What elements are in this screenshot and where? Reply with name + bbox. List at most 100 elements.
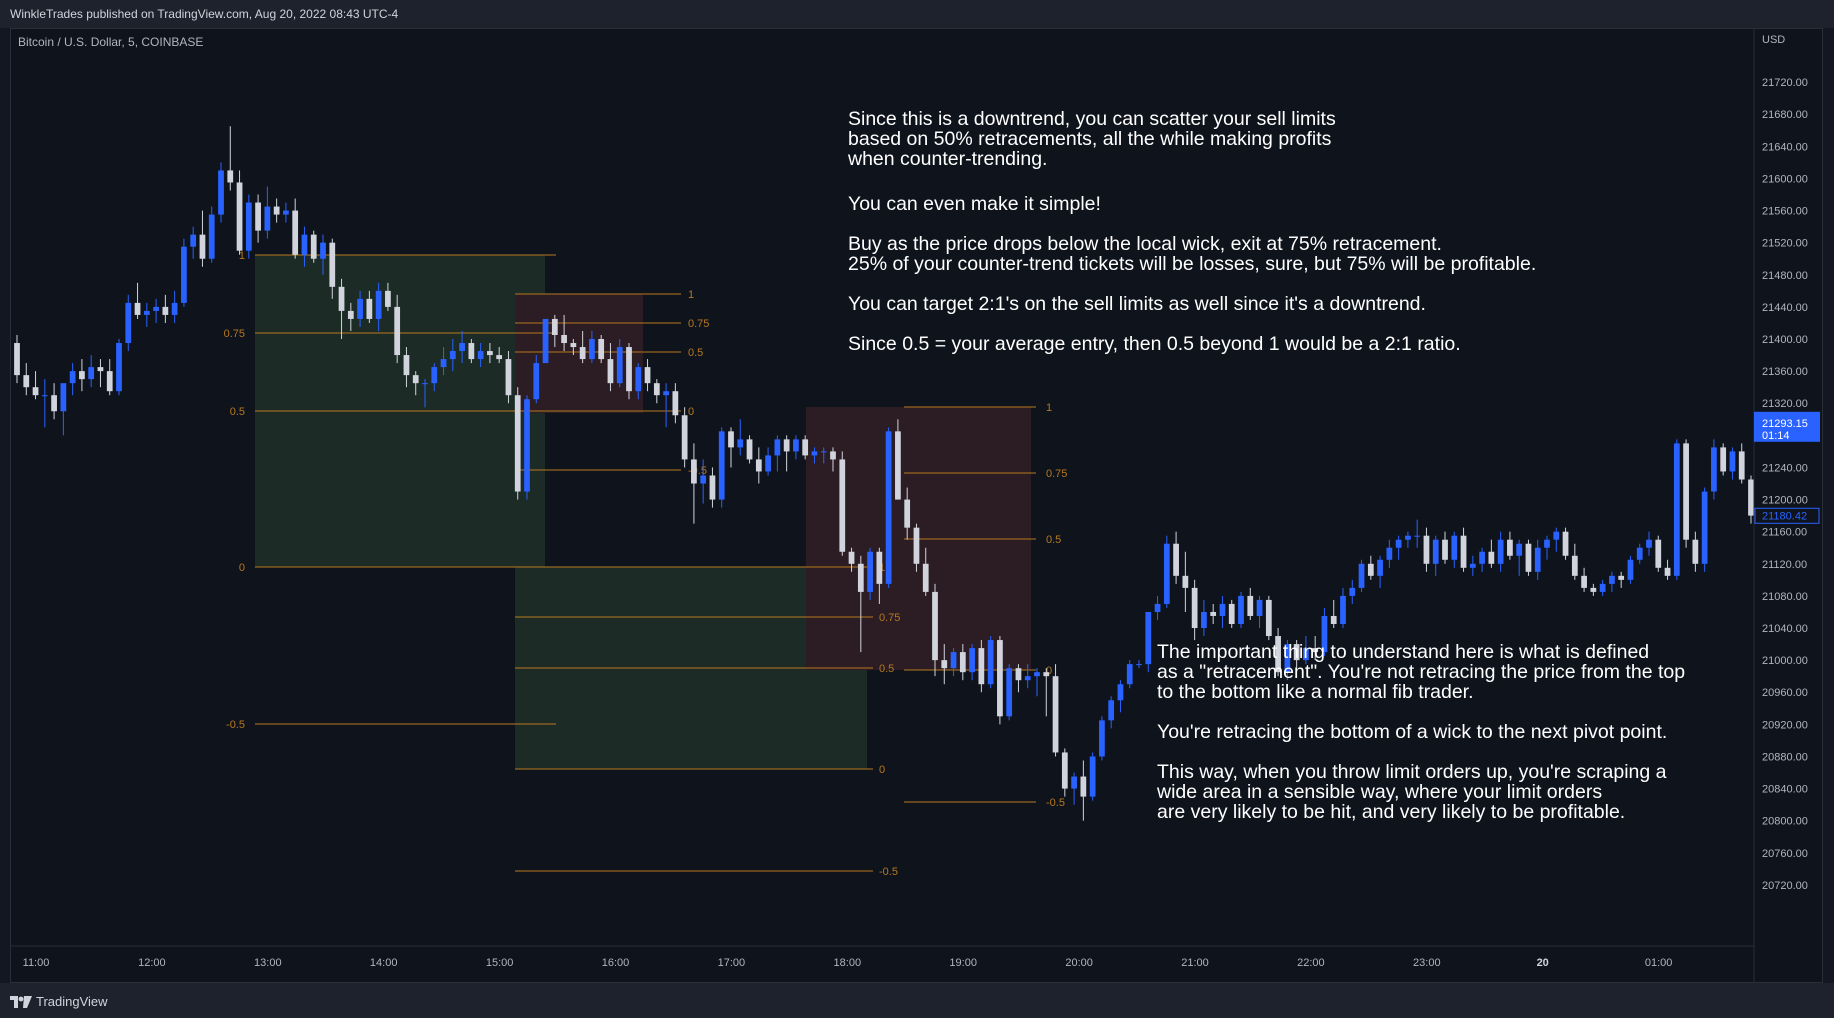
candle-body: [1330, 615, 1337, 625]
fib-green-2-label: 0.75: [879, 612, 900, 624]
candle-body: [1303, 648, 1309, 661]
candle-body: [1618, 575, 1625, 580]
candle-body: [551, 318, 558, 335]
marker-price-badge: [1754, 507, 1820, 524]
candle-body: [561, 334, 567, 344]
candle-body: [913, 527, 920, 564]
candle-body: [1711, 447, 1717, 492]
candle-body: [1182, 575, 1189, 588]
price-tick-label: 21000.00: [1762, 655, 1808, 667]
candle-body: [830, 451, 836, 460]
candle-body: [672, 391, 679, 416]
candle-body: [857, 563, 864, 592]
candle-body: [1191, 587, 1198, 629]
symbol-title[interactable]: Bitcoin / U.S. Dollar, 5, COINBASE: [18, 35, 204, 49]
candle-body: [199, 234, 206, 259]
candle-body: [1265, 599, 1272, 637]
candle-body: [1729, 451, 1736, 472]
candle-body: [941, 660, 948, 669]
candle-body: [737, 439, 744, 448]
candle-body: [876, 551, 883, 584]
candle-body: [755, 459, 762, 472]
tradingview-logo[interactable]: TradingView: [10, 994, 108, 1009]
candle-body: [1507, 539, 1513, 556]
candle-body: [255, 202, 261, 231]
marker-price-value: 21180.42: [1762, 510, 1807, 522]
time-tick-label: 15:00: [486, 957, 514, 969]
price-tick-label: 21080.00: [1762, 591, 1808, 603]
candle-body: [1173, 543, 1179, 576]
candle-body: [1034, 672, 1040, 677]
candle-body: [134, 302, 141, 315]
candle-body: [1108, 700, 1115, 721]
candle-body: [691, 459, 697, 484]
candle-body: [41, 395, 48, 397]
time-tick-label: 22:00: [1297, 957, 1325, 969]
time-tick-label: 12:00: [138, 957, 166, 969]
candle-body: [774, 439, 781, 456]
candle-body: [1664, 567, 1671, 576]
candle-body: [51, 395, 57, 412]
candle-body: [1043, 672, 1050, 677]
price-tick-label: 21200.00: [1762, 495, 1808, 507]
candle-body: [227, 170, 234, 183]
candle-body: [487, 351, 493, 356]
candle-body: [1609, 575, 1615, 584]
chart-area[interactable]: 1 0.75 0.5 0 -0.5 1 0.75 0.5 0 -0.5 1 0.75 0.5 0 -0.5 1…: [10, 28, 1823, 983]
fib-green-1-label: -0.5: [226, 719, 245, 731]
candlestick-chart[interactable]: 1 0.75 0.5 0 -0.5 1 0.75 0.5 0 -0.5 1 0.75 0.5 0 -0.5 1…: [11, 29, 1823, 983]
candle-body: [1590, 587, 1597, 592]
candle-body: [1442, 539, 1448, 560]
candle-body: [245, 202, 252, 251]
price-tick-label: 20880.00: [1762, 751, 1808, 763]
candle-body: [1117, 684, 1124, 701]
candle-body: [106, 371, 113, 392]
candle-body: [533, 363, 540, 400]
time-tick-label: 23:00: [1413, 957, 1441, 969]
candle-body: [811, 451, 818, 456]
candle-body: [1414, 535, 1421, 537]
candle-body: [514, 395, 521, 492]
price-tick-label: 21320.00: [1762, 398, 1808, 410]
candle-body: [839, 459, 846, 552]
fib-red-1-label: 0: [688, 406, 694, 418]
candle-body: [301, 234, 308, 255]
candle-body: [1080, 776, 1087, 797]
candle-body: [273, 206, 280, 215]
candle-body: [635, 367, 642, 392]
candle-body: [1340, 595, 1346, 625]
candle-body: [459, 343, 465, 352]
candle-body: [950, 652, 957, 669]
candle-body: [848, 551, 855, 564]
candle-body: [1377, 559, 1383, 576]
fib-red-1-label: 0.5: [688, 347, 703, 359]
candle-body: [987, 640, 994, 685]
candle-body: [1201, 611, 1207, 629]
time-tick-label: 21:00: [1181, 957, 1209, 969]
fib-red-2-label: 0.5: [1046, 534, 1061, 546]
last-price-value: 21293.15: [1762, 418, 1808, 430]
time-tick-label: 16:00: [602, 957, 630, 969]
candle-body: [709, 475, 716, 500]
candle-body: [329, 242, 336, 287]
candle-body: [1210, 611, 1217, 616]
candle-body: [69, 371, 76, 384]
candle-body: [663, 391, 669, 396]
candle-body: [283, 210, 289, 215]
price-tick-label: 20840.00: [1762, 784, 1808, 796]
candle-body: [88, 367, 95, 380]
candle-body: [14, 343, 20, 376]
candle-body: [60, 383, 67, 412]
fib-green-1-label: 0.75: [224, 328, 245, 340]
candle-body: [1284, 644, 1291, 673]
candle-body: [1238, 595, 1244, 625]
candle-body: [357, 298, 363, 319]
candle-body: [310, 234, 317, 259]
candle-body: [431, 367, 438, 384]
candle-body: [922, 563, 929, 592]
candle-body: [1386, 547, 1393, 560]
candle-body: [143, 310, 150, 315]
candle-body: [1738, 451, 1745, 480]
footer-bar: TradingView: [0, 983, 1834, 1018]
countdown-value: 01:14: [1762, 430, 1790, 442]
